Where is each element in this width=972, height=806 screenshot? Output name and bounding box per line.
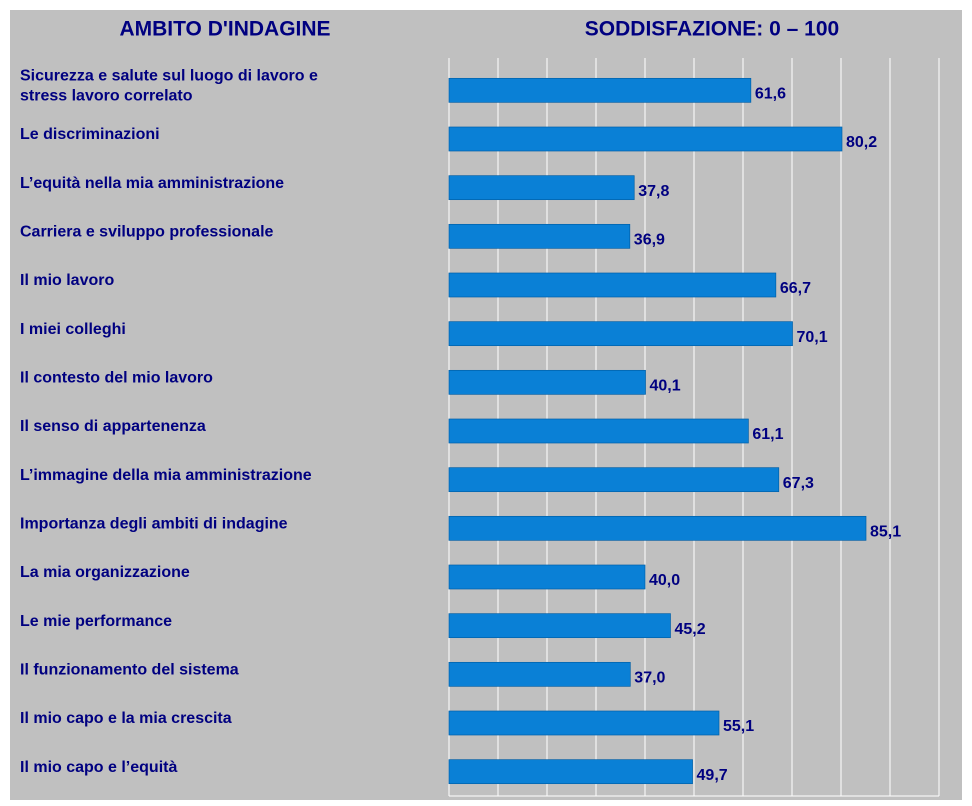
category-label: I miei colleghi — [20, 321, 126, 338]
bar — [448, 175, 635, 201]
bar — [448, 710, 720, 736]
category-label: Il mio lavoro — [20, 272, 114, 289]
category-label: Le mie performance — [20, 613, 172, 630]
bar — [448, 77, 752, 103]
bar — [448, 272, 777, 298]
value-label: 61,6 — [755, 86, 786, 103]
bar — [448, 613, 671, 639]
bar — [448, 369, 646, 395]
category-label: Sicurezza e salute sul luogo di lavoro e… — [20, 68, 318, 105]
category-label: Il mio capo e l’equità — [20, 759, 177, 776]
category-label: Il funzionamento del sistema — [20, 662, 239, 679]
value-label: 80,2 — [846, 134, 877, 151]
column-header: AMBITO D'INDAGINE — [119, 18, 330, 41]
category-label: Carriera e sviluppo professionale — [20, 224, 274, 241]
bar — [448, 418, 749, 444]
value-label: 40,1 — [649, 378, 680, 395]
bar — [448, 467, 780, 493]
category-label: L’immagine della mia amministrazione — [20, 467, 312, 484]
bar — [448, 223, 631, 249]
category-label: La mia organizzazione — [20, 564, 190, 581]
category-label: Le discriminazioni — [20, 126, 160, 143]
value-label: 55,1 — [723, 718, 754, 735]
value-label: 40,0 — [649, 572, 680, 589]
value-label: 37,8 — [638, 183, 669, 200]
value-label: 85,1 — [870, 524, 901, 541]
value-label: 36,9 — [634, 232, 665, 249]
value-label: 70,1 — [796, 329, 827, 346]
bar — [448, 564, 646, 590]
value-label: 61,1 — [752, 426, 783, 443]
bar — [448, 126, 843, 152]
bar — [448, 759, 693, 785]
value-label: 49,7 — [697, 767, 728, 784]
category-label: Il mio capo e la mia crescita — [20, 710, 232, 727]
bar — [448, 515, 867, 541]
column-header: SODDISFAZIONE: 0 – 100 — [585, 18, 839, 41]
value-label: 37,0 — [634, 670, 665, 687]
category-label: Il senso di appartenenza — [20, 418, 206, 435]
category-label: L’equità nella mia amministrazione — [20, 175, 284, 192]
value-label: 45,2 — [674, 621, 705, 638]
bar — [448, 661, 631, 687]
category-label: Il contesto del mio lavoro — [20, 370, 213, 387]
value-label: 66,7 — [780, 280, 811, 297]
value-label: 67,3 — [783, 475, 814, 492]
category-label: Importanza degli ambiti di indagine — [20, 516, 288, 533]
bar — [448, 321, 793, 347]
